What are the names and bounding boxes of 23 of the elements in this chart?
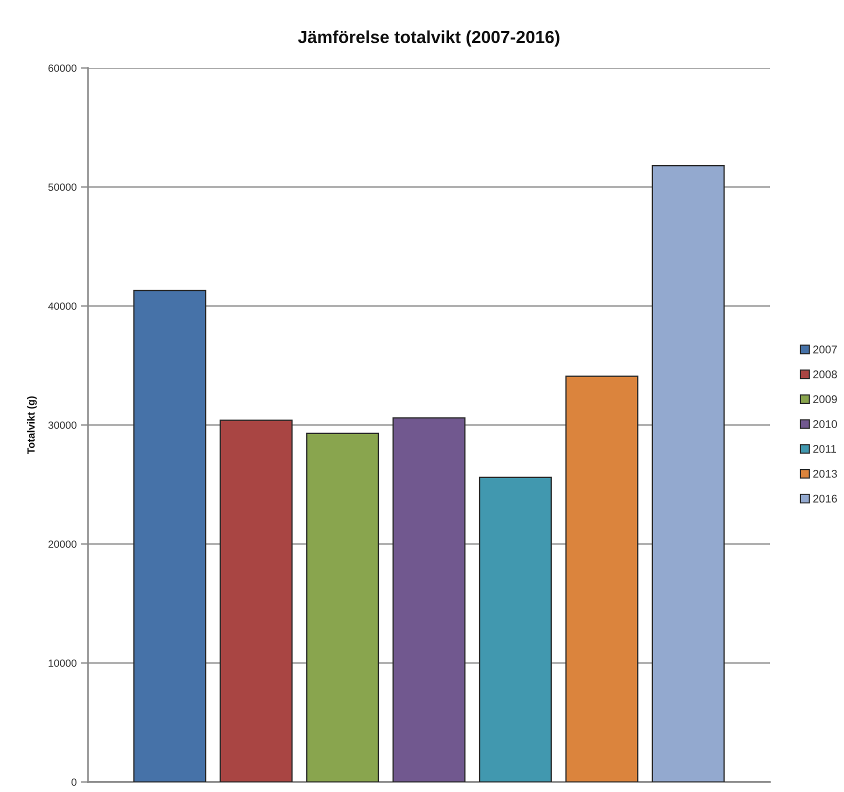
legend-label: 2010: [813, 420, 837, 428]
legend-label: 2016: [813, 494, 837, 503]
bar: [133, 290, 206, 782]
bar: [565, 376, 638, 782]
y-tick-label: 0: [72, 778, 76, 786]
y-tick-label: 30000: [48, 422, 76, 429]
legend-label: 2011: [813, 445, 836, 453]
legend-label: 2008: [813, 370, 837, 378]
y-tick-label: 20000: [48, 540, 76, 548]
y-tick-label: 50000: [48, 184, 76, 191]
y-tick-label: 40000: [48, 302, 76, 310]
legend-label: 2007: [813, 346, 837, 354]
y-tick-label: 10000: [48, 660, 76, 667]
bar: [220, 420, 293, 782]
bar: [392, 417, 466, 782]
bar: [306, 432, 380, 782]
y-axis-title: Totalvikt (g): [27, 396, 37, 454]
bar: [652, 164, 725, 782]
legend-label: 2009: [813, 395, 837, 404]
legend-label: 2013: [813, 470, 837, 478]
chart-title: Jämförelse totalvikt (2007-2016): [298, 30, 560, 47]
y-tick-label: 60000: [48, 64, 76, 72]
bar: [478, 476, 552, 782]
